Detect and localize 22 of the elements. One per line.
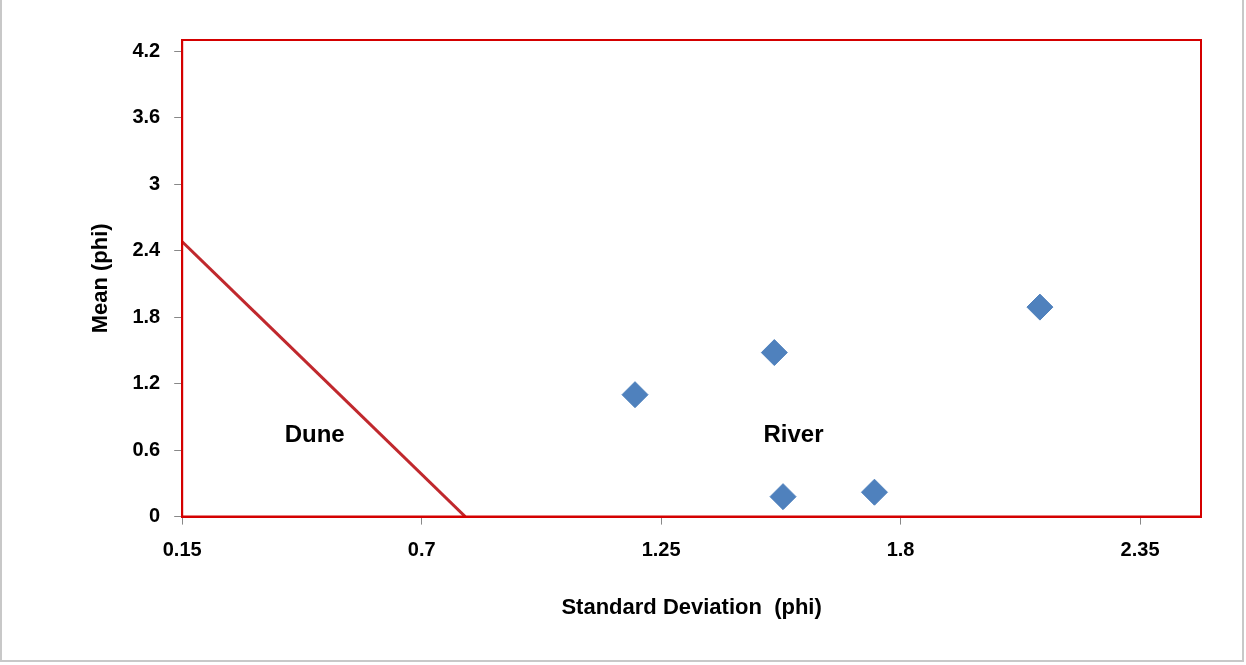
x-tick-label: 0.15 [162, 538, 202, 561]
annotation: River [763, 420, 824, 448]
point [769, 483, 797, 511]
annotation: Dune [284, 420, 345, 448]
point [1026, 293, 1054, 321]
x-tick-label: 1.25 [641, 538, 681, 561]
y-tick-label: 3.6 [132, 105, 161, 128]
x-tick-label: 2.35 [1120, 538, 1160, 561]
y-tick-label: 3 [149, 171, 161, 194]
x-axis-title: Standard Deviation (phi) [561, 593, 822, 619]
y-tick-label: 1.8 [132, 304, 161, 327]
point [621, 381, 649, 409]
y-tick-label: 0 [149, 504, 161, 527]
point [860, 478, 888, 506]
y-tick-label: 4.2 [132, 38, 161, 61]
y-tick-label: 2.4 [132, 238, 162, 261]
y-axis-title: Mean (phi) [87, 223, 113, 334]
y-tick-label: 1.2 [132, 371, 161, 394]
point [760, 339, 788, 367]
y-tick-label: 0.6 [132, 437, 161, 460]
x-tick-label: 0.7 [407, 538, 436, 561]
x-tick-label: 1.8 [886, 538, 915, 561]
